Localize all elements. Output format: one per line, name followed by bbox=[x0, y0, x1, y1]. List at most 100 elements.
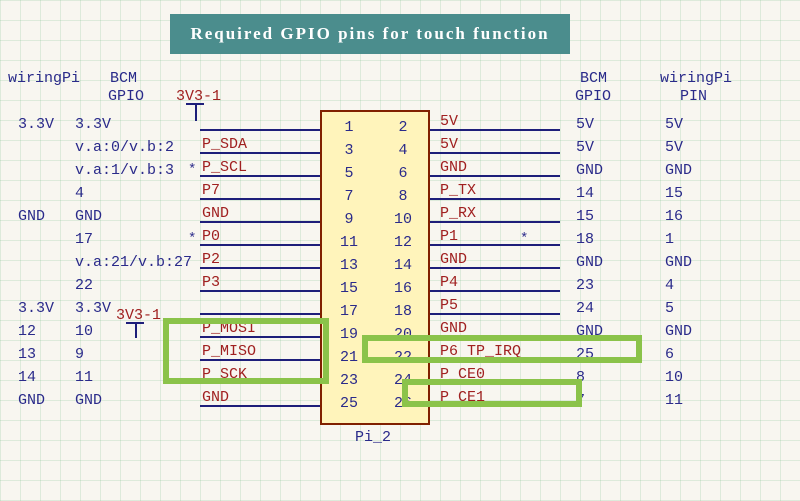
pin-25: 25 bbox=[336, 395, 362, 412]
wp-r-6: GND bbox=[665, 162, 692, 179]
bcm-r-10: 15 bbox=[576, 208, 594, 225]
wp-r-16: 4 bbox=[665, 277, 674, 294]
hdr-wp-right: wiringPi bbox=[660, 70, 732, 87]
pin-14: 14 bbox=[390, 257, 416, 274]
bcm-r-12: 18 bbox=[576, 231, 594, 248]
bcm-l-19: 10 bbox=[75, 323, 93, 340]
v33-stub-2 bbox=[135, 322, 137, 338]
wp-l-19: 12 bbox=[18, 323, 36, 340]
net-l-11: P0 bbox=[202, 228, 220, 245]
net-r-2: 5V bbox=[440, 113, 458, 130]
star-r-12: * bbox=[520, 231, 528, 247]
wp-l-1: 3.3V bbox=[18, 116, 54, 133]
v33-cap-1 bbox=[186, 103, 204, 105]
wp-l-9: GND bbox=[18, 208, 45, 225]
wp-r-26: 11 bbox=[665, 392, 683, 409]
bcm-r-2: 5V bbox=[576, 116, 594, 133]
pin-17: 17 bbox=[336, 303, 362, 320]
pin-8: 8 bbox=[390, 188, 416, 205]
hdr-wp-left: wiringPi bbox=[8, 70, 80, 87]
net-l-9: GND bbox=[202, 205, 229, 222]
wire-l-17 bbox=[200, 313, 320, 315]
bcm-l-15: 22 bbox=[75, 277, 93, 294]
pin-13: 13 bbox=[336, 257, 362, 274]
bcm-r-14: GND bbox=[576, 254, 603, 271]
hdr-bcm-left: BCM bbox=[110, 70, 137, 87]
net-l-7: P7 bbox=[202, 182, 220, 199]
wp-l-21: 13 bbox=[18, 346, 36, 363]
bcm-l-9: GND bbox=[75, 208, 102, 225]
pin-18: 18 bbox=[390, 303, 416, 320]
pin-12: 12 bbox=[390, 234, 416, 251]
wp-r-8: 15 bbox=[665, 185, 683, 202]
wp-r-24: 10 bbox=[665, 369, 683, 386]
net-r-6: GND bbox=[440, 159, 467, 176]
wp-r-2: 5V bbox=[665, 116, 683, 133]
bcm-l-13: v.a:21/v.b:27 bbox=[75, 254, 192, 271]
bcm-l-25: GND bbox=[75, 392, 102, 409]
bcm-r-4: 5V bbox=[576, 139, 594, 156]
net-r-14: GND bbox=[440, 251, 467, 268]
bcm-l-1: 3.3V bbox=[75, 116, 111, 133]
star-l-11: * bbox=[188, 231, 196, 247]
pin-11: 11 bbox=[336, 234, 362, 251]
wp-r-20: GND bbox=[665, 323, 692, 340]
bcm-l-3: v.a:0/v.b:2 bbox=[75, 139, 174, 156]
pin-10: 10 bbox=[390, 211, 416, 228]
bcm-r-6: GND bbox=[576, 162, 603, 179]
hdr-pin-right: PIN bbox=[680, 88, 707, 105]
pin-19: 19 bbox=[336, 326, 362, 343]
bcm-l-11: 17 bbox=[75, 231, 93, 248]
bcm-l-21: 9 bbox=[75, 346, 84, 363]
highlight-2 bbox=[402, 379, 582, 407]
chip-label: Pi_2 bbox=[355, 429, 391, 446]
net-r-4: 5V bbox=[440, 136, 458, 153]
pin-21: 21 bbox=[336, 349, 362, 366]
wp-r-22: 6 bbox=[665, 346, 674, 363]
pin-9: 9 bbox=[336, 211, 362, 228]
wp-r-12: 1 bbox=[665, 231, 674, 248]
bcm-l-5: v.a:1/v.b:3 bbox=[75, 162, 174, 179]
pin-1: 1 bbox=[336, 119, 362, 136]
v33-stub-1 bbox=[195, 103, 197, 121]
bcm-r-16: 23 bbox=[576, 277, 594, 294]
net-l-3: P_SDA bbox=[202, 136, 247, 153]
wp-r-18: 5 bbox=[665, 300, 674, 317]
pin-6: 6 bbox=[390, 165, 416, 182]
net-l-5: P_SCL bbox=[202, 159, 247, 176]
bcm-r-18: 24 bbox=[576, 300, 594, 317]
bcm-l-7: 4 bbox=[75, 185, 84, 202]
hdr-gpio-left: GPIO bbox=[108, 88, 144, 105]
net-l-15: P3 bbox=[202, 274, 220, 291]
pin-4: 4 bbox=[390, 142, 416, 159]
pin-23: 23 bbox=[336, 372, 362, 389]
pin-15: 15 bbox=[336, 280, 362, 297]
highlight-1 bbox=[362, 335, 642, 363]
bcm-l-17: 3.3V bbox=[75, 300, 111, 317]
net-l-25: GND bbox=[202, 389, 229, 406]
star-l-5: * bbox=[188, 162, 196, 178]
wp-l-23: 14 bbox=[18, 369, 36, 386]
wp-r-4: 5V bbox=[665, 139, 683, 156]
v33-cap-2 bbox=[126, 322, 144, 324]
pin-16: 16 bbox=[390, 280, 416, 297]
pin-7: 7 bbox=[336, 188, 362, 205]
net-r-18: P5 bbox=[440, 297, 458, 314]
net-r-12: P1 bbox=[440, 228, 458, 245]
net-l-13: P2 bbox=[202, 251, 220, 268]
hdr-bcm-right: BCM bbox=[580, 70, 607, 87]
highlight-0 bbox=[163, 318, 329, 384]
bcm-r-8: 14 bbox=[576, 185, 594, 202]
wp-l-25: GND bbox=[18, 392, 45, 409]
title-text: Required GPIO pins for touch function bbox=[190, 24, 549, 44]
pin-2: 2 bbox=[390, 119, 416, 136]
wire-l-1 bbox=[200, 129, 320, 131]
hdr-gpio-right: GPIO bbox=[575, 88, 611, 105]
pin-5: 5 bbox=[336, 165, 362, 182]
bcm-l-23: 11 bbox=[75, 369, 93, 386]
pin-3: 3 bbox=[336, 142, 362, 159]
net-r-10: P_RX bbox=[440, 205, 476, 222]
title-banner: Required GPIO pins for touch function bbox=[170, 14, 570, 54]
net-r-16: P4 bbox=[440, 274, 458, 291]
wp-r-14: GND bbox=[665, 254, 692, 271]
